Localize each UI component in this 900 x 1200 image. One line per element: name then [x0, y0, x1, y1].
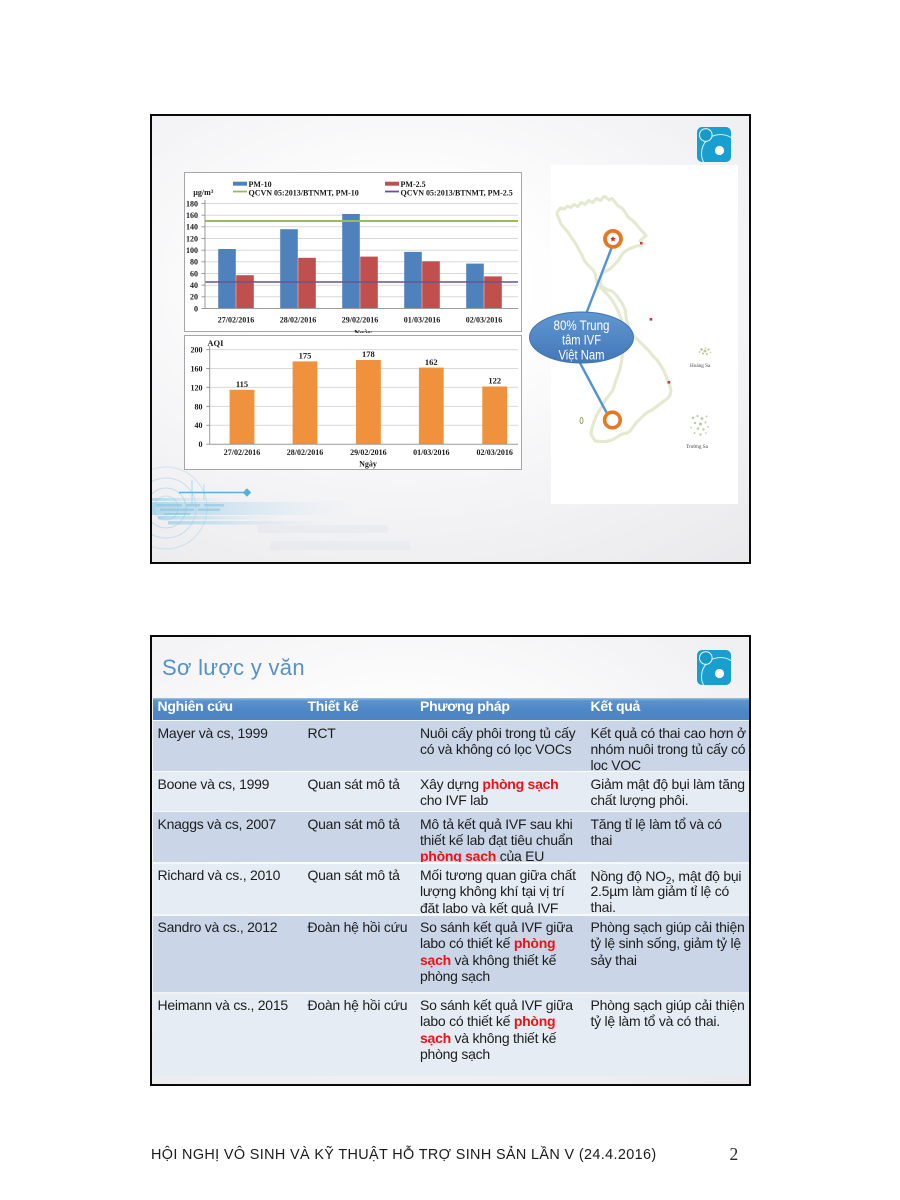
svg-text:120: 120 [191, 383, 203, 392]
svg-text:QCVN 05:2013/BTNMT, PM-10: QCVN 05:2013/BTNMT, PM-10 [249, 189, 359, 198]
svg-text:02/03/2016: 02/03/2016 [466, 316, 502, 325]
svg-text:100: 100 [186, 246, 198, 255]
svg-text:28/02/2016: 28/02/2016 [280, 316, 316, 325]
svg-text:AQI: AQI [207, 338, 224, 348]
svg-text:01/03/2016: 01/03/2016 [413, 448, 449, 457]
svg-text:40: 40 [190, 281, 198, 290]
svg-text:Trường Sa: Trường Sa [686, 444, 709, 450]
svg-text:0: 0 [199, 440, 203, 449]
svg-text:162: 162 [425, 357, 438, 367]
svg-text:29/02/2016: 29/02/2016 [342, 316, 378, 325]
svg-text:200: 200 [191, 346, 203, 355]
svg-text:115: 115 [236, 379, 248, 389]
svg-text:80% Trung: 80% Trung [554, 318, 610, 333]
svg-text:27/02/2016: 27/02/2016 [218, 316, 254, 325]
svg-text:Hoàng Sa: Hoàng Sa [690, 363, 711, 369]
svg-text:28/02/2016: 28/02/2016 [287, 448, 323, 457]
svg-text:20: 20 [190, 293, 198, 302]
svg-text:tâm IVF: tâm IVF [562, 333, 601, 348]
svg-text:PM-2.5: PM-2.5 [401, 180, 426, 189]
svg-text:60: 60 [190, 269, 198, 278]
svg-text:175: 175 [299, 351, 312, 361]
svg-text:27/02/2016: 27/02/2016 [224, 448, 260, 457]
svg-text:160: 160 [186, 211, 198, 220]
svg-text:QCVN 05:2013/BTNMT, PM-2.5: QCVN 05:2013/BTNMT, PM-2.5 [401, 189, 513, 198]
svg-text:40: 40 [195, 421, 203, 430]
svg-text:122: 122 [488, 376, 501, 386]
svg-text:178: 178 [362, 349, 375, 359]
svg-text:02/03/2016: 02/03/2016 [476, 448, 512, 457]
svg-text:120: 120 [186, 234, 198, 243]
svg-text:01/03/2016: 01/03/2016 [404, 316, 440, 325]
svg-text:80: 80 [195, 402, 203, 411]
svg-text:29/02/2016: 29/02/2016 [350, 448, 386, 457]
svg-text:160: 160 [191, 364, 203, 373]
svg-text:Ngày: Ngày [354, 329, 372, 334]
svg-text:180: 180 [186, 199, 198, 208]
svg-text:Ngày: Ngày [359, 460, 377, 469]
svg-text:80: 80 [190, 258, 198, 267]
svg-text:140: 140 [186, 223, 198, 232]
svg-text:0: 0 [194, 304, 198, 313]
svg-text:PM-10: PM-10 [249, 180, 272, 189]
svg-text:Việt Nam: Việt Nam [559, 348, 605, 363]
svg-text:µg/m³: µg/m³ [193, 188, 213, 197]
